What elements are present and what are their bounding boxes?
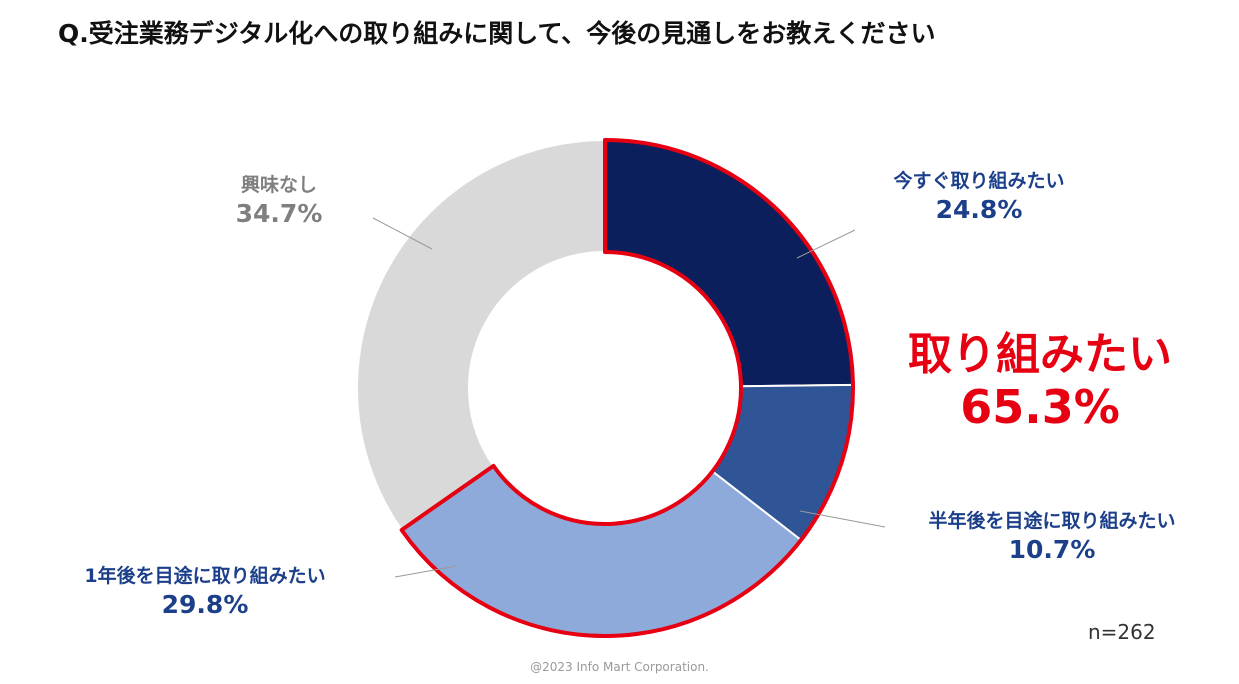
slice-percent: 34.7%	[235, 198, 323, 228]
slice-0	[604, 138, 854, 388]
slice-label-one-year: 1年後を目途に取り組みたい 29.8%	[84, 565, 325, 620]
leader-line-2	[394, 565, 458, 578]
total-annotation: 取り組みたい 65.3%	[908, 329, 1172, 434]
leader-line-0	[796, 229, 856, 259]
slice-percent: 24.8%	[935, 194, 1023, 224]
copyright: @2023 Info Mart Corporation.	[530, 660, 709, 674]
slice-percent: 10.7%	[1008, 534, 1096, 564]
slice-name: 半年後を目途に取り組みたい	[928, 510, 1176, 532]
slice-label-now: 今すぐ取り組みたい 24.8%	[893, 170, 1064, 225]
highlight-outline	[399, 138, 855, 638]
slice-name: 1年後を目途に取り組みたい	[84, 565, 326, 587]
sample-size: n=262	[1088, 620, 1156, 644]
annotation-percent: 65.3%	[960, 379, 1120, 434]
slice-label-half-year: 半年後を目途に取り組みたい 10.7%	[928, 510, 1175, 565]
chart-title: Q.受注業務デジタル化への取り組みに関して、今後の見通しをお教えください	[58, 19, 936, 48]
slice-name: 今すぐ取り組みたい	[893, 170, 1065, 192]
slice-percent: 29.8%	[161, 589, 249, 619]
slice-label-not-interested: 興味なし 34.7%	[236, 174, 323, 229]
annotation-name: 取り組みたい	[908, 329, 1172, 380]
leader-line-3	[372, 217, 433, 250]
leader-line-1	[799, 510, 886, 528]
slice-3	[356, 138, 606, 532]
slice-name: 興味なし	[240, 174, 318, 196]
